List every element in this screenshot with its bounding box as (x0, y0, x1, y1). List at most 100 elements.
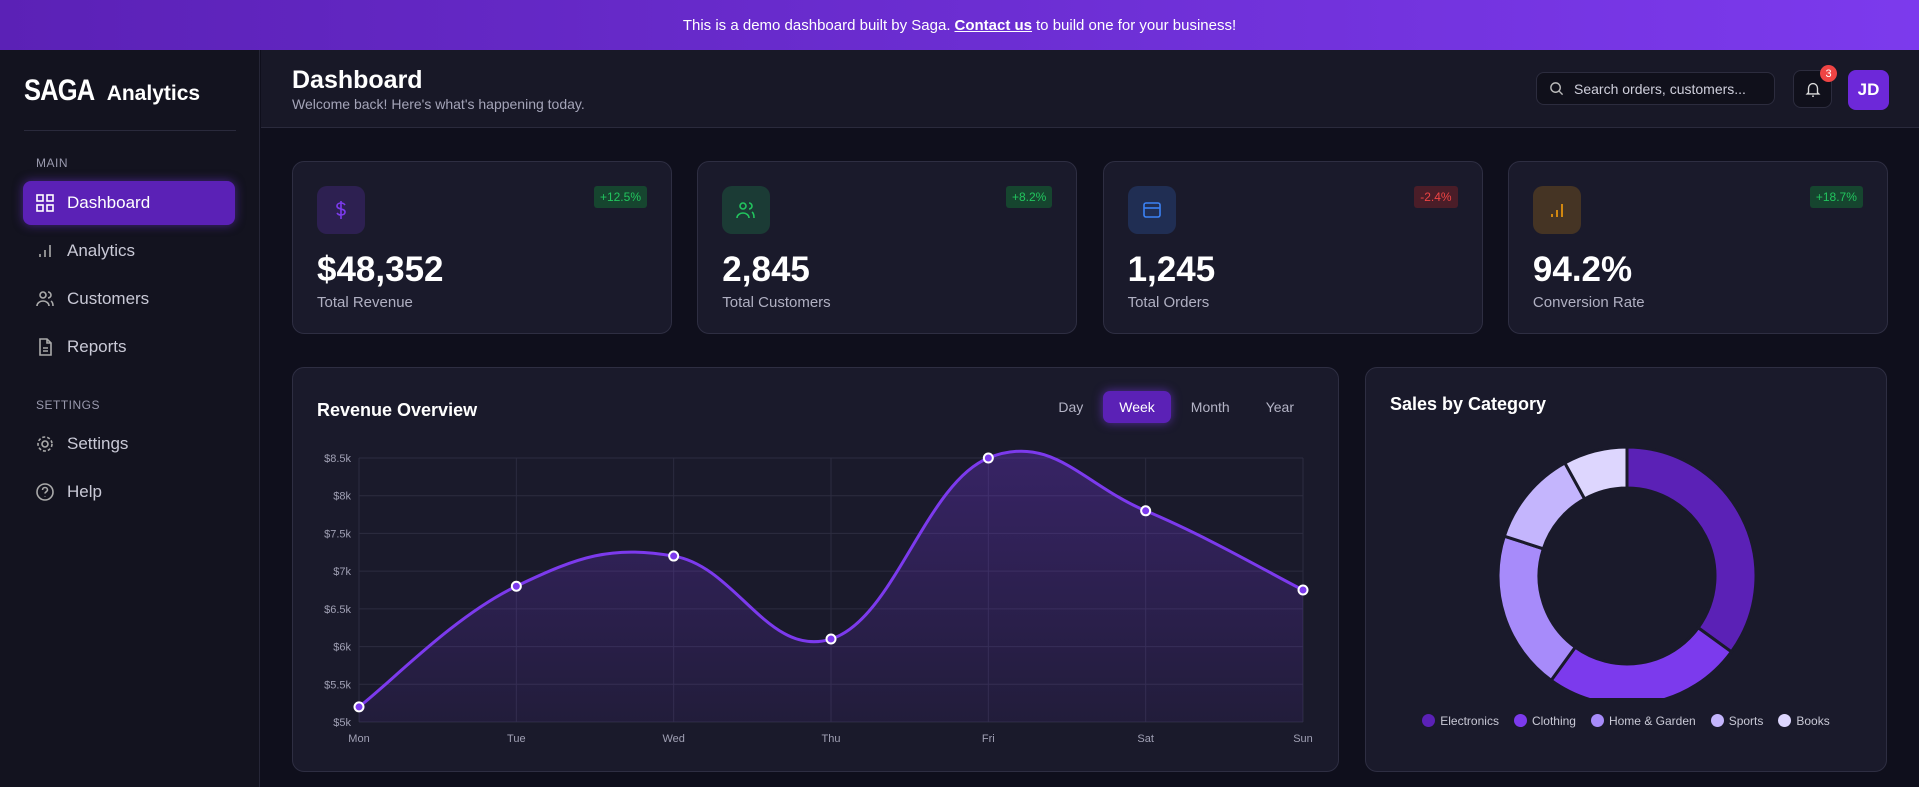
search-icon (1550, 82, 1564, 96)
contact-us-link[interactable]: Contact us (954, 16, 1033, 34)
legend-item[interactable]: Books (1778, 714, 1830, 728)
x-tick-label: Thu (822, 733, 841, 745)
users-icon (736, 202, 756, 219)
avatar[interactable]: JD (1848, 70, 1889, 110)
users-icon (36, 291, 54, 307)
change-badge: +8.2% (1005, 186, 1053, 208)
help-circle-icon (36, 483, 54, 501)
category-title: Sales by Category (1390, 394, 1547, 414)
donut-slice (1496, 534, 1578, 683)
stat-label: Total Customers (722, 294, 831, 311)
search-input[interactable] (1574, 80, 1764, 97)
sidebar-item-help[interactable]: Help (23, 470, 235, 514)
x-tick-label: Tue (507, 733, 526, 745)
chart-legend: Electronics Clothing Home & Garden Sports Bo… (1366, 714, 1886, 728)
grid-icon (36, 194, 54, 212)
donut-slice (1625, 445, 1758, 654)
legend-label: Books (1796, 714, 1830, 728)
bar-chart-icon (1551, 204, 1563, 217)
page-title: Dashboard (292, 66, 423, 94)
credit-card-icon (1142, 202, 1161, 218)
page-subtitle: Welcome back! Here's what's happening to… (292, 96, 585, 112)
sidebar-item-settings[interactable]: Settings (23, 422, 235, 466)
bell-icon (1805, 82, 1820, 97)
change-badge: +12.5% (593, 186, 647, 208)
y-tick-label: $7.5k (324, 528, 351, 540)
legend-item[interactable]: Home & Garden (1590, 714, 1696, 728)
legend-label: Electronics (1440, 714, 1499, 728)
sidebar-item-analytics[interactable]: Analytics (23, 229, 235, 273)
tab-year[interactable]: Year (1265, 399, 1294, 415)
stat-icon-box (722, 186, 771, 234)
sales-by-category-card: Sales by Category Electronics Clothing Hom… (1365, 367, 1887, 772)
tab-month[interactable]: Month (1190, 399, 1230, 415)
banner-text: This is a demo dashboard built by Saga. (682, 16, 951, 34)
legend-swatch (1778, 714, 1792, 727)
sidebar-item-reports[interactable]: Reports (23, 325, 235, 369)
y-tick-label: $8k (333, 491, 351, 503)
page-header: Dashboard Welcome back! Here's what's ha… (261, 50, 1919, 128)
legend-label: Home & Garden (1608, 714, 1696, 728)
sidebar-item-label: Customers (67, 289, 150, 308)
stat-label: Conversion Rate (1532, 294, 1645, 311)
x-tick-label: Mon (348, 733, 369, 745)
revenue-title: Revenue Overview (317, 400, 478, 420)
x-tick-label: Wed (662, 733, 684, 745)
tab-week[interactable]: Week (1103, 391, 1171, 423)
data-point (1140, 505, 1152, 517)
y-tick-label: $7k (333, 566, 351, 578)
x-tick-label: Sat (1137, 733, 1154, 745)
sidebar-item-label: Settings (67, 434, 129, 453)
stat-label: Total Orders (1127, 294, 1210, 311)
search-box[interactable] (1536, 72, 1775, 105)
legend-swatch (1513, 714, 1527, 727)
revenue-overview-card: Revenue Overview Day Week Month Year $5k… (292, 367, 1339, 772)
stat-card: +8.2% 2,845 Total Customers (697, 161, 1078, 334)
legend-label: Clothing (1531, 714, 1576, 728)
stat-value: $48,352 (317, 250, 444, 289)
sidebar-item-label: Reports (67, 337, 127, 356)
legend-item[interactable]: Clothing (1513, 714, 1576, 728)
revenue-line-chart: $5k $5.5k $6k $6.5k $7k $7.5k $8k $8.5k Mon Tue We… (324, 449, 1313, 745)
notification-badge: 3 (1820, 65, 1837, 82)
sidebar-item-label: Dashboard (67, 193, 151, 212)
sidebar-item-label: Help (67, 482, 102, 501)
period-tabs: Day Week Month Year (1042, 391, 1310, 423)
x-tick-label: Fri (982, 733, 995, 745)
y-tick-label: $6k (333, 642, 351, 654)
data-point (668, 550, 680, 562)
notifications-button[interactable]: 3 (1793, 65, 1837, 108)
y-tick-label: $5k (333, 717, 351, 729)
legend-swatch (1590, 714, 1604, 727)
tab-day[interactable]: Day (1058, 399, 1084, 415)
stat-card: -2.4% 1,245 Total Orders (1102, 161, 1483, 334)
stat-icon-box (1127, 186, 1176, 234)
stat-label: Total Revenue (317, 294, 413, 311)
sidebar: SAGA Analytics MAIN Dashboard Analytics C… (0, 50, 260, 787)
category-donut-chart (1496, 445, 1758, 698)
change-badge: +18.7% (1809, 186, 1863, 208)
stat-card: +12.5% $48,352 Total Revenue (292, 161, 672, 334)
legend-swatch (1710, 714, 1724, 727)
sidebar-item-label: Analytics (67, 241, 136, 260)
stat-card: +18.7% 94.2% Conversion Rate (1507, 161, 1888, 334)
sidebar-item-dashboard[interactable]: Dashboard (23, 181, 235, 225)
donut-slice (1549, 625, 1734, 698)
change-badge: -2.4% (1414, 186, 1458, 208)
promo-banner: This is a demo dashboard built by Saga. … (0, 0, 1919, 50)
stat-value: 94.2% (1532, 250, 1633, 289)
legend-swatch (1422, 714, 1436, 727)
legend-item[interactable]: Sports (1710, 714, 1763, 728)
logo-text: Analytics (106, 82, 201, 105)
logo[interactable]: SAGA Analytics (24, 74, 200, 108)
sidebar-item-customers[interactable]: Customers (23, 277, 235, 321)
data-point (353, 701, 365, 713)
legend-item[interactable]: Electronics (1422, 714, 1499, 728)
banner-text-end: to build one for your business! (1036, 16, 1237, 34)
x-tick-label: Sun (1293, 733, 1313, 745)
area-fill (359, 451, 1303, 722)
y-tick-label: $8.5k (324, 453, 351, 465)
stat-icon-box (1532, 186, 1581, 234)
stat-value: 2,845 (722, 250, 810, 289)
stat-value: 1,245 (1127, 250, 1216, 289)
